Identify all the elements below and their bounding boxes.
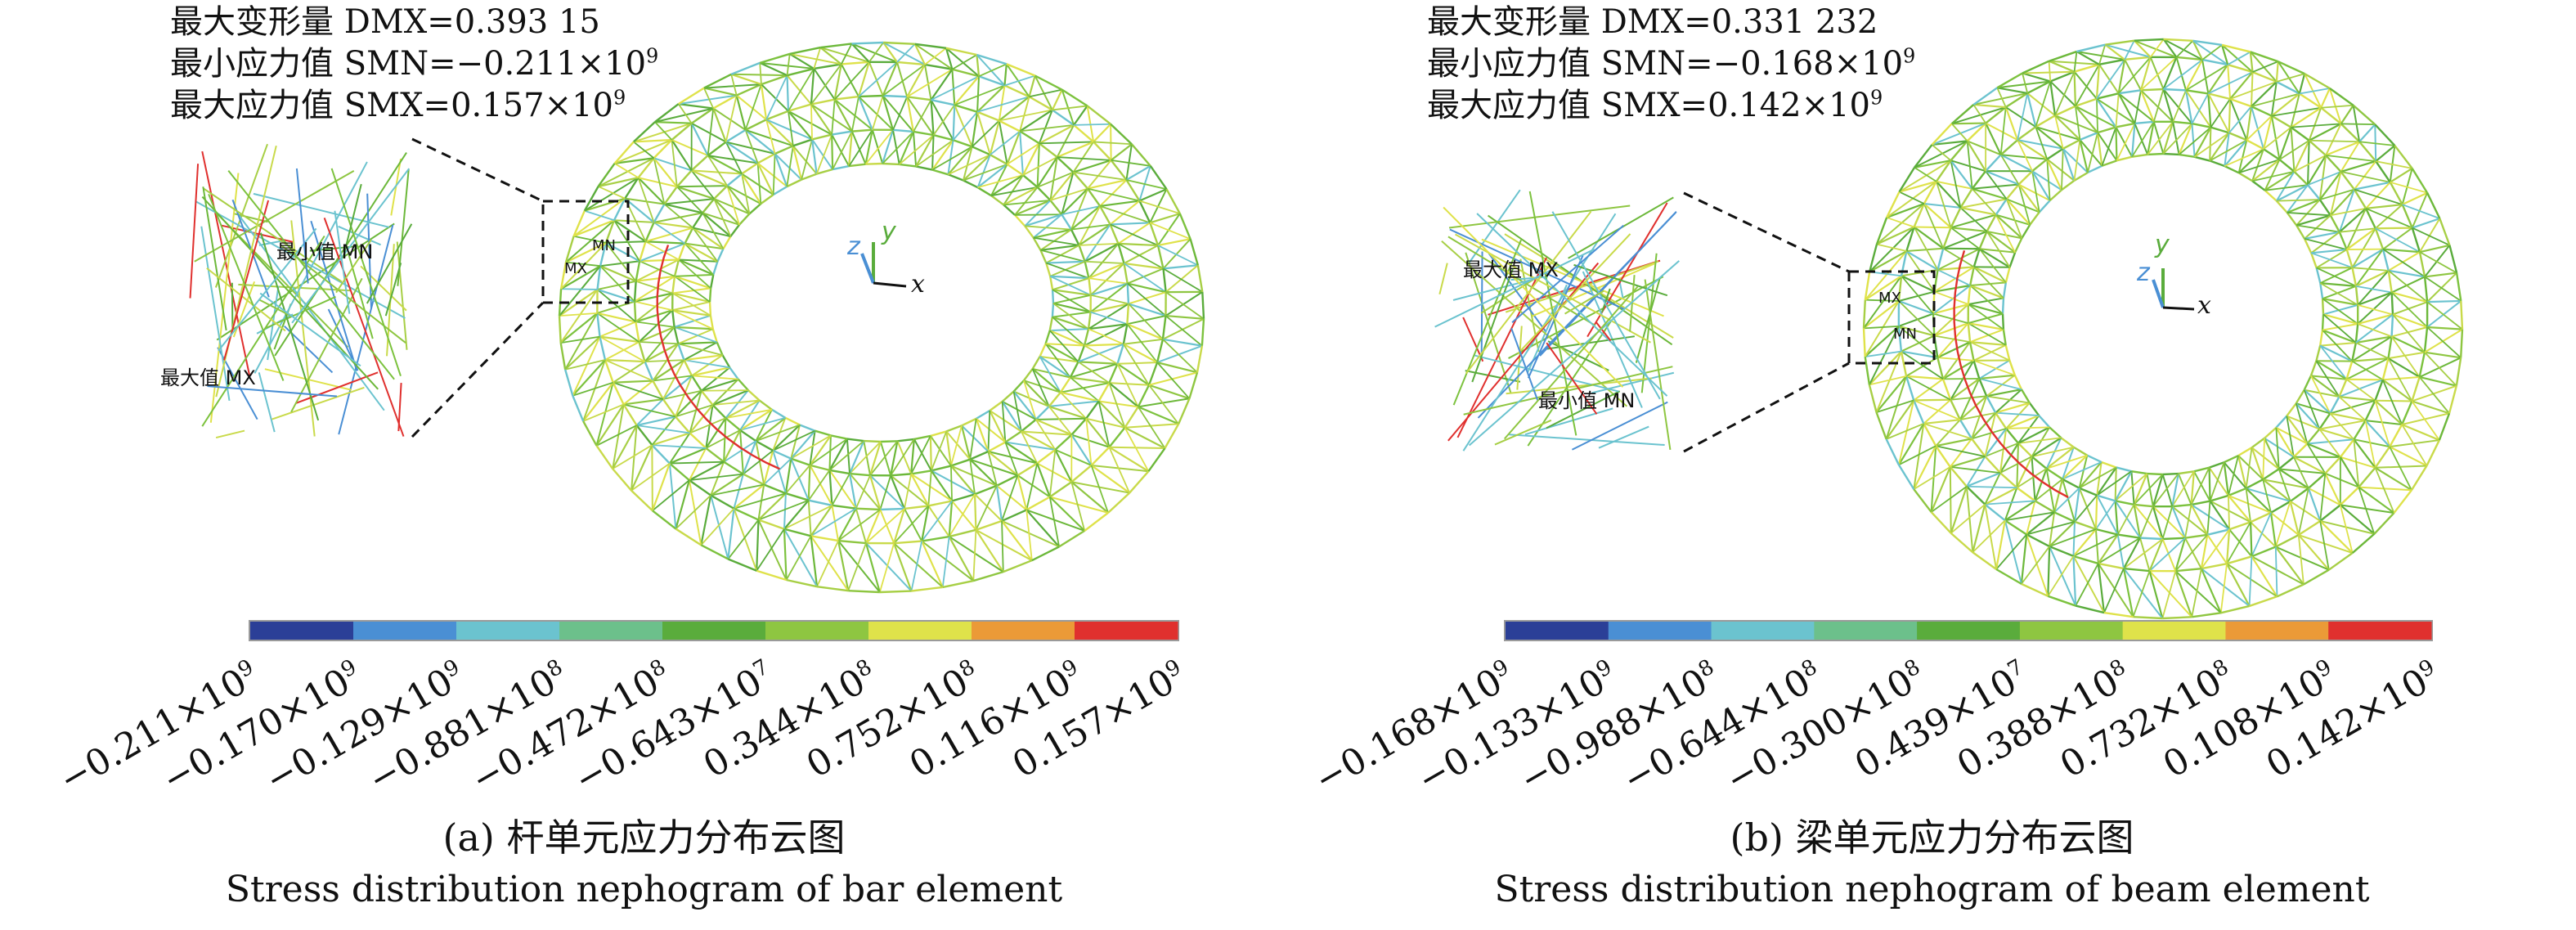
colorbar-segment [2019,622,2124,640]
colorbar-segment [1814,622,1918,640]
dmx-line: 最大变形量 DMX=0.331 232 [1427,3,1878,41]
zoom-min-label: 最小值 MN [1538,389,1636,412]
caption-en-b: Stress distribution nephogram of beam el… [1494,869,2370,910]
colorbar-segment [353,622,457,640]
colorbar-segment [1608,622,1712,640]
colorbar-segment [765,622,869,640]
smx-line: 最大应力值 SMX=0.142×109 [1427,86,1883,124]
leader-line-bottom-a [411,301,545,438]
mesh-figure-a [189,41,1205,641]
colorbar-segment [868,622,972,640]
axis-z-label: z [847,232,860,261]
axis-y-label: y [882,218,896,246]
colorbar-segment [559,622,663,640]
colorbar-segment [456,622,560,640]
zoom-box-b [1847,270,1936,365]
axis-triad-b [2152,268,2195,311]
caption-cn-a: (a) 杆单元应力分布云图 [442,815,846,860]
stats-block-b: 最大变形量 DMX=0.331 232 最小应力值 SMN=−0.168×109… [1427,2,1915,127]
dmx-line: 最大变形量 DMX=0.393 15 [170,3,600,41]
colorbar-segment [1917,622,2021,640]
colorbar-b [1504,620,2433,641]
marker-mn: MN [592,237,616,254]
marker-mn: MN [1893,326,1917,343]
stats-block-a: 最大变形量 DMX=0.393 15 最小应力值 SMN=−0.211×109 … [170,2,658,127]
axis-z-label: z [2137,258,2150,287]
marker-mx: MX [564,260,587,277]
axis-y-label: y [2155,231,2170,259]
zoom-inset-a [189,143,413,439]
torus-mesh-a [558,41,1205,594]
zoom-inset-b [1434,189,1680,452]
caption-cn-b: (b) 梁单元应力分布云图 [1730,815,2134,860]
smx-line: 最大应力值 SMX=0.157×109 [170,86,626,124]
zoom-min-label: 最小值 MN [276,240,374,263]
colorbar-segment [1075,622,1178,640]
panel-b: 最大变形量 DMX=0.331 232 最小应力值 SMN=−0.168×109… [1288,0,2576,930]
mesh-figure-b [1434,38,2464,641]
torus-mesh-b [1862,38,2464,620]
caption-en-a: Stress distribution nephogram of bar ele… [225,869,1063,910]
panel-a: 最大变形量 DMX=0.393 15 最小应力值 SMN=−0.211×109 … [52,2,1205,910]
axis-x-label: x [911,270,925,299]
zoom-max-label: 最大值 MX [1463,258,1559,281]
colorbar-segment [2122,622,2226,640]
leader-line-top-b [1683,191,1850,273]
zoom-box-a [541,200,630,304]
colorbar-a [249,620,1179,641]
colorbar-segment [1506,622,1609,640]
colorbar-segment [2225,622,2329,640]
axis-x-label: x [2197,291,2211,320]
axis-triad-a [860,242,907,288]
colorbar-segment [662,622,766,640]
colorbar-segment [972,622,1075,640]
marker-mx: MX [1878,290,1901,307]
colorbar-segment [250,622,354,640]
smn-line: 最小应力值 SMN=−0.211×109 [170,44,659,83]
zoom-max-label: 最大值 MX [160,366,256,389]
leader-line-top-a [411,137,544,203]
colorbar-segment [2328,622,2432,640]
colorbar-segment [1711,622,1815,640]
smn-line: 最小应力值 SMN=−0.168×109 [1427,44,1916,83]
leader-line-bottom-b [1683,362,1850,453]
